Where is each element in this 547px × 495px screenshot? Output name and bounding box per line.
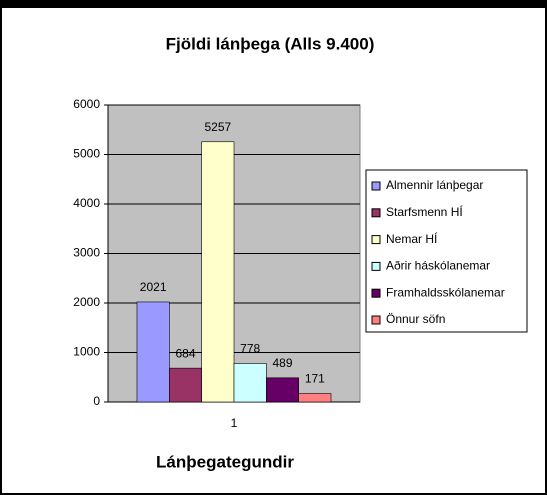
legend-label: Aðrir háskólanemar — [386, 259, 490, 273]
legend-swatch — [371, 235, 381, 245]
legend-label: Framhaldsskólanemar — [386, 285, 505, 299]
legend-swatch — [371, 315, 381, 325]
data-label: 171 — [305, 372, 325, 386]
data-label: 5257 — [204, 120, 231, 134]
x-tick-label: 1 — [231, 416, 238, 430]
legend-swatch — [371, 181, 381, 191]
y-tick-label: 3000 — [73, 246, 100, 260]
chart-title: Fjöldi lánþega (Alls 9.400) — [166, 34, 375, 53]
legend-swatch — [371, 208, 381, 218]
bar — [233, 363, 267, 403]
legend-label: Nemar HÍ — [386, 231, 438, 246]
bar — [169, 367, 202, 403]
legend-swatch — [371, 261, 381, 271]
x-axis-label: Lánþegategundir — [156, 452, 294, 471]
legend-swatch — [371, 288, 381, 298]
bar — [266, 377, 299, 403]
data-label: 684 — [175, 346, 195, 360]
data-label: 489 — [272, 356, 292, 370]
legend-label: Önnur söfn — [386, 312, 445, 326]
bar — [298, 393, 332, 403]
y-tick-label: 1000 — [73, 345, 100, 359]
data-label: 778 — [240, 342, 260, 356]
y-tick-label: 4000 — [73, 196, 100, 210]
y-tick-label: 6000 — [73, 97, 100, 111]
y-tick-label: 2000 — [73, 295, 100, 309]
legend — [365, 169, 528, 333]
y-tick-label: 0 — [93, 394, 100, 408]
data-label: 2021 — [140, 280, 167, 294]
bar — [201, 141, 235, 403]
legend-label: Starfsmenn HÍ — [386, 204, 463, 219]
y-tick-label: 5000 — [73, 147, 100, 161]
legend-label: Almennir lánþegar — [386, 178, 483, 192]
bar — [136, 301, 170, 403]
